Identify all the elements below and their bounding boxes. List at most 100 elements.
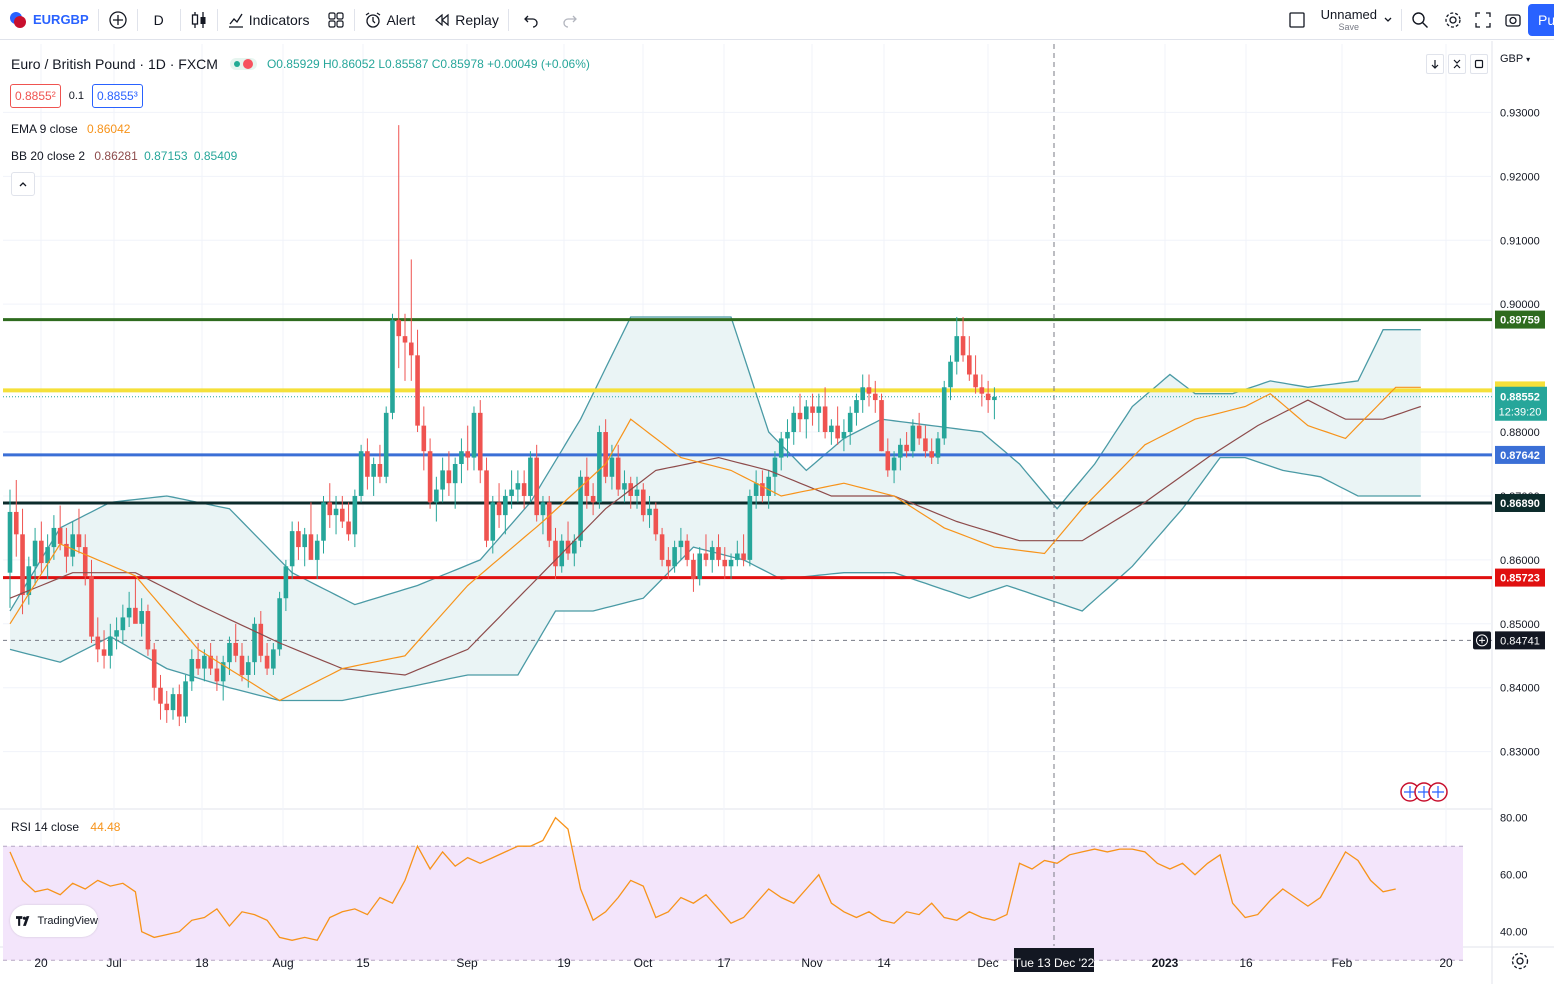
rsi-label: RSI 14 close xyxy=(11,820,80,834)
crosshair-price-label: 0.84741 xyxy=(1500,635,1540,647)
candle xyxy=(534,444,539,522)
templates-button[interactable] xyxy=(318,0,354,40)
tradingview-watermark[interactable]: TradingView xyxy=(10,905,98,937)
ema-legend[interactable]: EMA 9 close 0.86042 xyxy=(11,122,130,136)
candle xyxy=(778,432,784,471)
maximize-pane-button[interactable] xyxy=(1470,54,1488,74)
candle-body xyxy=(590,495,596,503)
candle-body xyxy=(252,623,257,663)
price-tick-label: 0.90000 xyxy=(1500,299,1540,311)
candle xyxy=(258,611,264,663)
candle xyxy=(753,470,759,509)
candle-body xyxy=(296,531,301,548)
candle xyxy=(691,553,696,592)
rsi-legend[interactable]: RSI 14 close 44.48 xyxy=(11,820,120,834)
chart-type-button[interactable] xyxy=(181,0,217,40)
layout-name: Unnamed xyxy=(1320,7,1377,22)
crosshair-price-tag xyxy=(1495,631,1545,650)
buy-price-box[interactable]: 0.8855³ xyxy=(92,84,143,108)
indicators-button[interactable]: Indicators xyxy=(218,0,319,40)
legend-collapse-button[interactable] xyxy=(11,172,35,196)
candle xyxy=(854,393,859,426)
candle xyxy=(327,483,333,528)
time-axis[interactable]: 20 Jul 18 Aug 15 Sep 19 Oct 17 Nov 14 Dec 2023 16 Feb 2… xyxy=(34,948,1453,972)
candle-body xyxy=(189,658,195,682)
undo-button[interactable] xyxy=(509,0,553,40)
candle xyxy=(20,508,25,615)
candle xyxy=(879,393,884,452)
event-flag-cross xyxy=(1404,786,1416,798)
candle-body xyxy=(327,502,333,516)
candle-body xyxy=(509,489,514,496)
candle xyxy=(95,617,101,663)
candle xyxy=(277,591,282,656)
arrow-down-icon xyxy=(1431,60,1439,69)
snapshot-button[interactable] xyxy=(1498,0,1528,40)
currency-selector[interactable]: GBP ▾ xyxy=(1500,53,1530,65)
gear-icon xyxy=(1511,952,1529,970)
alert-button[interactable]: Alert xyxy=(355,0,424,40)
candle xyxy=(151,642,157,701)
candle xyxy=(797,393,803,433)
layout-menu-button[interactable] xyxy=(1383,0,1401,40)
symbol-search-button[interactable]: EURGBP xyxy=(0,0,98,40)
candle xyxy=(471,406,477,471)
candle-body xyxy=(70,534,75,557)
time-tick-label: Sep xyxy=(456,956,478,970)
candle-body xyxy=(891,457,897,471)
candle xyxy=(459,438,464,484)
candle xyxy=(741,534,746,567)
chart-canvas[interactable]: 0.930000.920000.910000.900000.880000.870… xyxy=(0,41,1554,984)
bb-legend[interactable]: BB 20 close 2 0.86281 0.87153 0.85409 xyxy=(11,149,237,163)
watermark-text: TradingView xyxy=(37,915,98,927)
chart-settings-button[interactable] xyxy=(1510,951,1530,976)
candles-icon xyxy=(191,11,206,28)
move-pane-down-button[interactable] xyxy=(1426,54,1444,74)
candle-body xyxy=(546,502,552,541)
candle-body xyxy=(484,470,489,541)
candle xyxy=(51,515,57,560)
collapse-pane-button[interactable] xyxy=(1448,54,1466,74)
candle-body xyxy=(233,642,239,656)
gear-icon xyxy=(1445,12,1461,28)
layout-save-label: Save xyxy=(1338,22,1360,32)
candle xyxy=(985,380,991,413)
sell-price-box[interactable]: 0.8855² xyxy=(10,84,61,108)
price-axis[interactable]: 0.930000.920000.910000.900000.880000.870… xyxy=(1473,107,1547,939)
redo-button[interactable] xyxy=(553,0,587,40)
price-tick-label: 0.93000 xyxy=(1500,107,1540,119)
candle xyxy=(540,495,546,535)
replay-button[interactable]: Replay xyxy=(424,0,508,40)
candle-body xyxy=(258,623,264,656)
candle xyxy=(202,649,207,682)
price-level-label: 0.89759 xyxy=(1500,315,1540,327)
candle xyxy=(634,476,640,509)
candle-body xyxy=(352,495,358,535)
candle xyxy=(603,419,608,484)
candle xyxy=(365,438,370,490)
symbol-title[interactable]: Euro / British Pound · 1D · FXCM xyxy=(11,56,218,72)
compare-symbol-button[interactable] xyxy=(99,0,137,40)
top-toolbar: EURGBP D Indicators Alert Replay Unnamed xyxy=(0,0,1554,40)
candle xyxy=(264,642,270,675)
candle-body xyxy=(584,476,590,496)
interval-button[interactable]: D xyxy=(138,0,180,40)
candle xyxy=(176,684,182,727)
candle xyxy=(835,406,840,445)
multi-layout-button[interactable] xyxy=(1279,0,1315,40)
candle-body xyxy=(985,393,991,401)
candle-body xyxy=(948,361,953,388)
candle xyxy=(622,470,627,503)
publish-button[interactable]: Pu xyxy=(1528,4,1554,36)
quick-search-button[interactable] xyxy=(1402,0,1438,40)
settings-button[interactable] xyxy=(1438,0,1468,40)
event-flag-cross xyxy=(1418,786,1430,798)
candle xyxy=(308,502,314,560)
layout-name-button[interactable]: Unnamed Save xyxy=(1315,8,1383,32)
fullscreen-button[interactable] xyxy=(1468,0,1498,40)
candle xyxy=(271,642,276,675)
candle-body xyxy=(195,658,201,669)
candle xyxy=(245,655,251,688)
candle-body xyxy=(716,547,721,560)
candle-body xyxy=(992,396,997,401)
